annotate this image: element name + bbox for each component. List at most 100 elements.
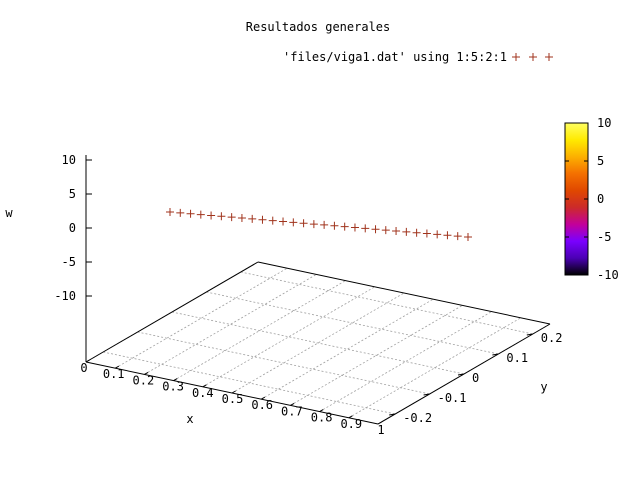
x-axis-label: x bbox=[186, 412, 193, 426]
x-tick-label: 0.5 bbox=[222, 392, 244, 406]
x-tick-mark bbox=[260, 396, 266, 400]
data-point bbox=[289, 218, 298, 227]
grid-line-x bbox=[348, 317, 522, 419]
x-tick-mark bbox=[114, 365, 120, 369]
data-point bbox=[186, 209, 195, 218]
y-tick-label: 0.1 bbox=[506, 351, 528, 365]
data-point bbox=[392, 226, 401, 235]
z-ticks: 10 5 0 -5 -10 bbox=[54, 153, 92, 303]
x-tick-mark bbox=[231, 390, 236, 394]
colorbar-tick-label: 5 bbox=[597, 154, 604, 168]
z-tick-label: 5 bbox=[69, 187, 76, 201]
data-point bbox=[237, 214, 246, 223]
chart-title: Resultados generales bbox=[246, 20, 391, 34]
legend-marker bbox=[545, 53, 553, 61]
data-point bbox=[166, 208, 174, 216]
grid-line-y bbox=[240, 271, 533, 335]
back-left-edge bbox=[85, 261, 259, 363]
y-tick-mark bbox=[389, 413, 396, 416]
x-tick-label: 0 bbox=[80, 361, 87, 375]
x-tick-mark bbox=[144, 371, 149, 375]
z-tick-label: -5 bbox=[62, 255, 76, 269]
data-point bbox=[258, 215, 267, 224]
data-point bbox=[207, 211, 216, 220]
z-tick-label: 0 bbox=[69, 221, 76, 235]
data-point bbox=[279, 217, 288, 226]
x-tick-mark bbox=[173, 378, 178, 382]
legend-marker bbox=[512, 53, 520, 61]
x-tick-label: 0.4 bbox=[192, 386, 214, 400]
data-point bbox=[196, 210, 205, 219]
grid-line-x bbox=[260, 298, 434, 400]
data-point bbox=[433, 230, 442, 239]
data-point bbox=[350, 223, 359, 232]
x-tick-label: 0.1 bbox=[103, 367, 125, 381]
x-tick-mark bbox=[348, 415, 353, 419]
data-point bbox=[176, 208, 185, 217]
legend-marker bbox=[529, 53, 537, 61]
grid-line-x bbox=[144, 274, 317, 375]
x-tick-label: 0.6 bbox=[251, 398, 273, 412]
grid-line-x bbox=[319, 311, 492, 412]
x-tick-label: 0.2 bbox=[133, 373, 155, 387]
data-point bbox=[268, 216, 277, 225]
legend-label: 'files/viga1.dat' using 1:5:2:1 bbox=[283, 50, 507, 64]
legend-markers bbox=[512, 53, 553, 61]
y-tick-label: -0.2 bbox=[403, 411, 432, 425]
data-point bbox=[309, 220, 318, 229]
x-tick-mark bbox=[202, 384, 207, 388]
y-tick-mark bbox=[492, 353, 499, 356]
x-tick-label: 0.3 bbox=[162, 380, 184, 394]
axes bbox=[85, 155, 551, 425]
x-tick-mark bbox=[290, 402, 295, 406]
colorbar-tick-label: -10 bbox=[597, 268, 619, 282]
data-point bbox=[371, 225, 380, 234]
data-point bbox=[453, 232, 462, 241]
y-tick-label: 0 bbox=[472, 371, 479, 385]
y-tick-label: -0.1 bbox=[438, 391, 467, 405]
x-tick-label: 0.9 bbox=[340, 417, 362, 431]
x-tick-mark bbox=[85, 359, 90, 363]
data-point bbox=[330, 221, 339, 230]
data-point bbox=[381, 226, 390, 235]
y-ticks: -0.2 -0.1 0 0.1 0.2 bbox=[389, 331, 562, 425]
x-tick-label: 0.8 bbox=[311, 411, 333, 425]
data-point bbox=[361, 224, 370, 233]
data-points bbox=[166, 208, 472, 241]
data-point bbox=[422, 229, 431, 238]
data-point bbox=[248, 214, 257, 223]
grid-line-y bbox=[206, 291, 499, 355]
grid-line-x bbox=[231, 292, 405, 394]
x-ticks: 0 0.1 0.2 0.3 0.4 0.5 0.6 0.7 0.8 0.9 1 bbox=[80, 359, 385, 437]
x-tick-label: 1 bbox=[377, 423, 384, 437]
data-point bbox=[443, 231, 452, 240]
data-point bbox=[227, 213, 236, 222]
x-tick-mark bbox=[319, 409, 324, 413]
colorbar-tick-label: 10 bbox=[597, 116, 611, 130]
z-tick-label: 10 bbox=[62, 153, 76, 167]
grid-line-x bbox=[173, 280, 346, 381]
y-tick-label: 0.2 bbox=[541, 331, 563, 345]
x-tick-label: 0.7 bbox=[281, 404, 303, 418]
grid-line-y bbox=[171, 311, 465, 375]
y-axis-label: y bbox=[540, 380, 547, 394]
x-tick-mark bbox=[377, 421, 382, 425]
data-point bbox=[412, 228, 421, 237]
grid-line-x bbox=[202, 286, 376, 388]
grid-line-x bbox=[290, 305, 463, 406]
grid-line-y bbox=[103, 351, 396, 415]
colorbar-ticks: 10 5 0 -5 -10 bbox=[565, 116, 619, 282]
data-point bbox=[340, 222, 349, 231]
colorbar-tick-label: -5 bbox=[597, 230, 611, 244]
grid-line-x bbox=[114, 267, 288, 369]
colorbar-tick-label: 0 bbox=[597, 192, 604, 206]
data-point bbox=[402, 227, 411, 236]
back-right-edge bbox=[257, 261, 551, 325]
grid bbox=[85, 261, 551, 425]
y-tick-mark bbox=[457, 373, 465, 376]
data-point bbox=[320, 220, 329, 229]
z-tick-label: -10 bbox=[54, 289, 76, 303]
y-tick-mark bbox=[423, 393, 430, 396]
grid-line-y bbox=[137, 331, 430, 395]
